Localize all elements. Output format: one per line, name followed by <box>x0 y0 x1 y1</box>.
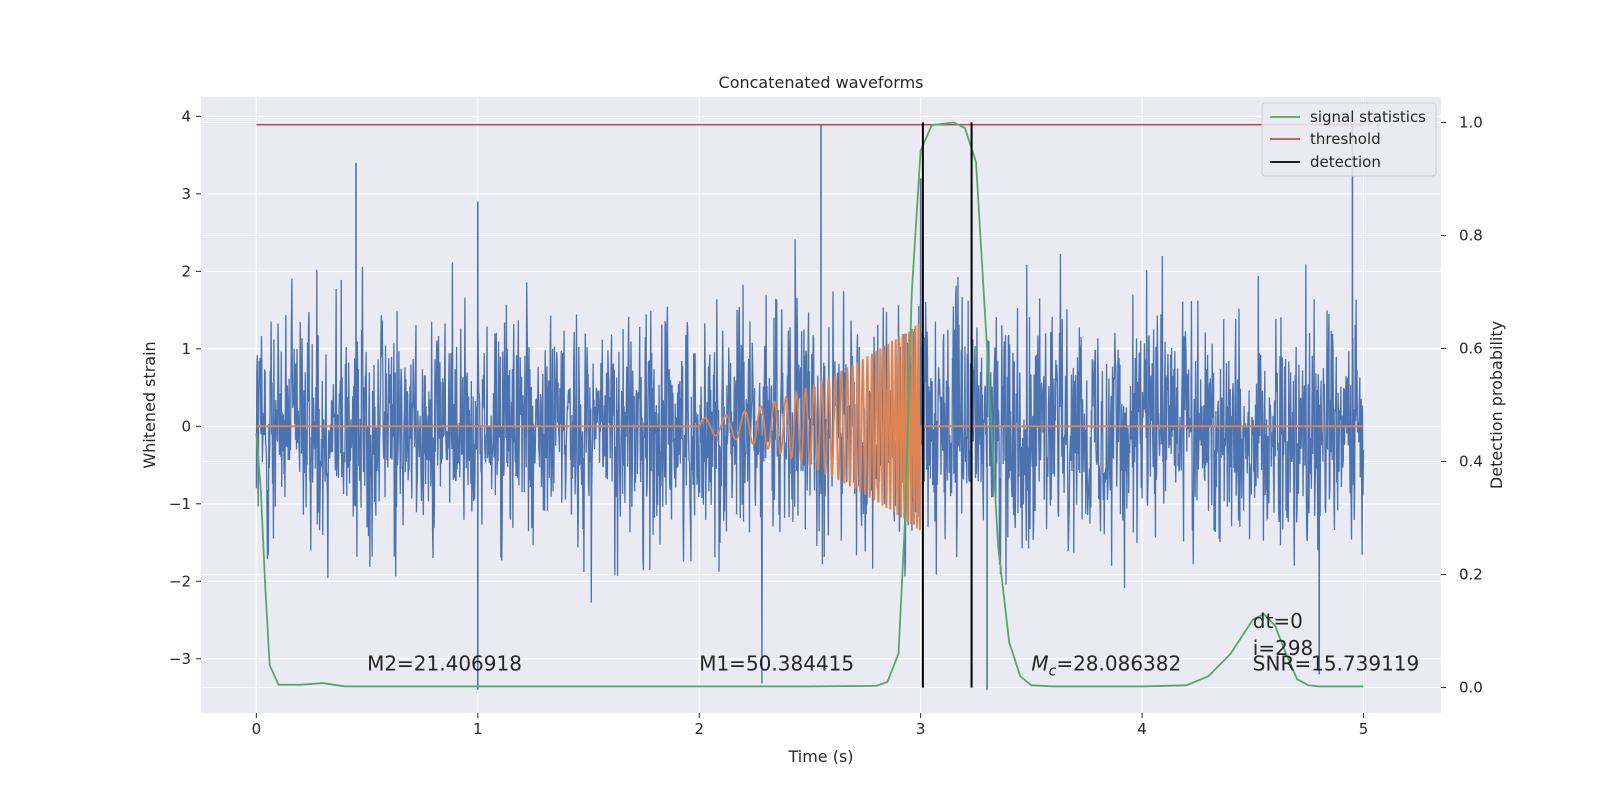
y2-ticks: 0.0 0.2 0.4 0.6 0.8 1.0 <box>1441 113 1483 697</box>
strain-series <box>255 239 1365 684</box>
y-tick-label-3: 0 <box>181 417 191 435</box>
annotation-0: M2=21.406918 <box>367 651 522 675</box>
y-tick-label-1: −2 <box>169 572 191 590</box>
x-tick-label-3: 3 <box>916 720 926 738</box>
x-tick-label-2: 2 <box>694 720 704 738</box>
y-tick-label-2: −1 <box>169 495 191 513</box>
signal-statistics-series <box>255 121 1364 688</box>
annotations: M2=21.406918 M1=50.384415 Mc=28.086382 dt=0… <box>367 609 1419 680</box>
legend-label-detection: detection <box>1310 153 1381 171</box>
y-axis-label: Whitened strain <box>140 341 159 468</box>
legend-label-threshold: threshold <box>1310 130 1381 148</box>
annotation-1: M1=50.384415 <box>699 651 854 675</box>
x-tick-label-4: 4 <box>1137 720 1147 738</box>
y-ticks: −3 −2 −1 0 1 2 3 4 <box>169 107 201 668</box>
annotation-5: SNR=15.739119 <box>1253 651 1419 675</box>
x-tick-label-1: 1 <box>473 720 483 738</box>
y2-tick-label-4: 0.8 <box>1459 226 1483 244</box>
legend-label-signal-statistics: signal statistics <box>1310 108 1426 126</box>
y2-tick-label-2: 0.4 <box>1459 453 1483 471</box>
y-tick-label-5: 2 <box>181 262 191 280</box>
y2-tick-label-0: 0.0 <box>1459 679 1483 697</box>
y2-axis-label: Detection probability <box>1487 321 1506 489</box>
x-tick-label-0: 0 <box>252 720 262 738</box>
chart-title: Concatenated waveforms <box>719 73 924 92</box>
y2-tick-label-5: 1.0 <box>1459 113 1483 131</box>
annotation-2: Mc=28.086382 <box>1031 651 1181 679</box>
injection-series <box>256 323 1364 531</box>
annotation-3: dt=0 <box>1253 609 1303 633</box>
annotation-4: i=298 <box>1253 636 1314 660</box>
y-tick-label-6: 3 <box>181 185 191 203</box>
y-tick-label-7: 4 <box>181 107 191 125</box>
x-axis-label: Time (s) <box>787 747 853 766</box>
x-ticks: 0 1 2 3 4 5 <box>252 713 1369 738</box>
y2-tick-label-3: 0.6 <box>1459 339 1483 357</box>
legend: signal statistics threshold detection <box>1261 102 1437 177</box>
x-tick-label-5: 5 <box>1359 720 1369 738</box>
y-tick-label-4: 1 <box>181 340 191 358</box>
y2-tick-label-1: 0.2 <box>1459 566 1483 584</box>
y-tick-label-0: −3 <box>169 650 191 668</box>
legend-box <box>1261 102 1437 177</box>
